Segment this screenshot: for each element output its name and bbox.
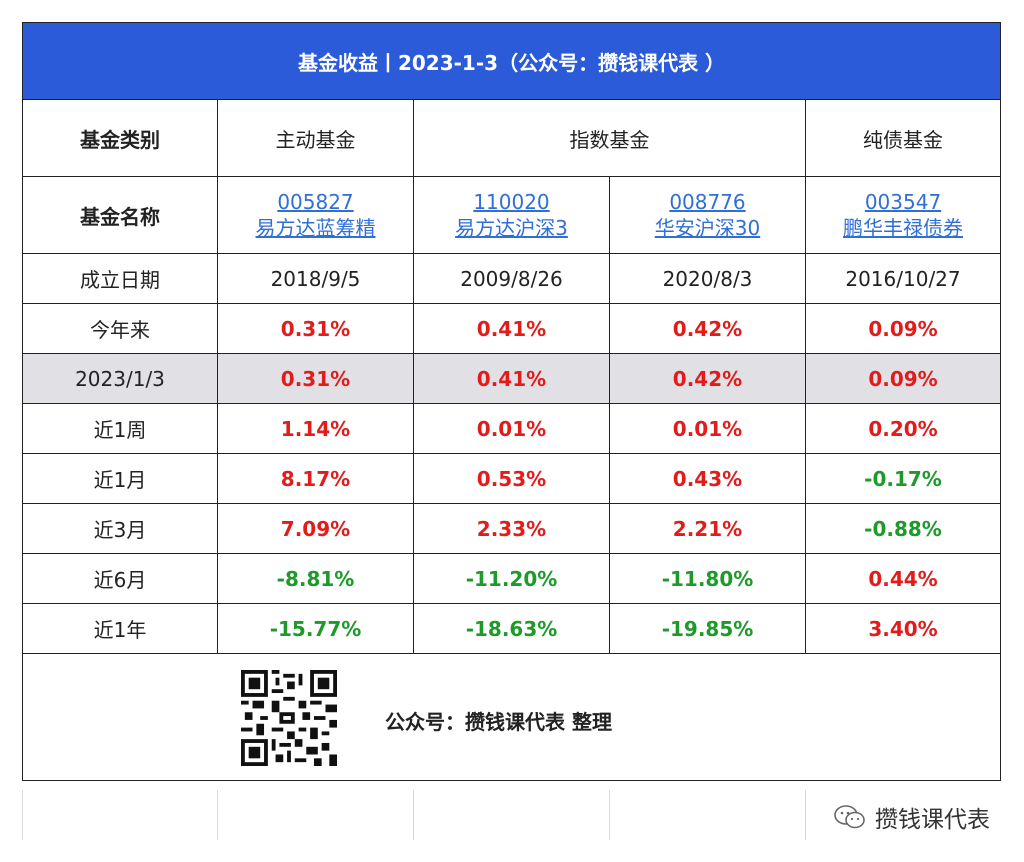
return-cell: 8.17% [217, 453, 414, 504]
return-cell: -18.63% [413, 603, 610, 654]
return-cell: 1.14% [217, 403, 414, 454]
data-rows: 成立日期 2018/9/5 2009/8/26 2020/8/3 2016/10/27 今… [22, 253, 1002, 654]
return-cell: 2018/9/5 [217, 253, 414, 304]
fund-name-label: 基金名称 [22, 176, 218, 254]
group-bond-funds: 纯债基金 [804, 99, 1002, 177]
row-label: 今年来 [22, 303, 218, 354]
return-cell: 0.31% [217, 303, 414, 354]
return-cell: 7.09% [217, 503, 414, 554]
fund-name[interactable]: 易方达沪深3 [455, 216, 568, 240]
row-label: 近3月 [22, 503, 218, 554]
table-row: 近3月 7.09% 2.33% 2.21% -0.88% [22, 503, 1002, 554]
return-cell: 0.44% [804, 553, 1002, 604]
return-cell: 2016/10/27 [804, 253, 1002, 304]
return-cell: 0.09% [804, 353, 1002, 404]
table-row: 成立日期 2018/9/5 2009/8/26 2020/8/3 2016/10/27 [22, 253, 1002, 304]
fund-link-2[interactable]: 110020 易方达沪深3 [413, 176, 610, 254]
row-label: 成立日期 [22, 253, 218, 304]
footer-text: 公众号：攒钱课代表 整理 [385, 710, 612, 734]
return-cell: 3.40% [804, 603, 1002, 654]
return-cell: 0.53% [413, 453, 610, 504]
fund-code[interactable]: 008776 [669, 190, 746, 214]
fund-link-3[interactable]: 008776 华安沪深30 [609, 176, 806, 254]
return-cell: 0.01% [609, 403, 806, 454]
table-row: 2023/1/3 0.31% 0.41% 0.42% 0.09% [22, 353, 1002, 404]
return-cell: 0.43% [609, 453, 806, 504]
return-cell: 0.41% [413, 303, 610, 354]
return-cell: -8.81% [217, 553, 414, 604]
return-cell: 2.21% [609, 503, 806, 554]
return-cell: -11.80% [609, 553, 806, 604]
row-label: 2023/1/3 [22, 353, 218, 404]
fund-code[interactable]: 110020 [473, 190, 550, 214]
row-label: 近1周 [22, 403, 218, 454]
return-cell: -11.20% [413, 553, 610, 604]
row-label: 近6月 [22, 553, 218, 604]
empty-table-row [22, 790, 1000, 840]
return-cell: 0.31% [217, 353, 414, 404]
fund-returns-card: 基金收益丨2023-1-3（公众号：攒钱课代表 ） 基金类别 主动基金 指数基金… [21, 22, 1002, 781]
table-row: 近6月 -8.81% -11.20% -11.80% 0.44% [22, 553, 1002, 604]
return-cell: -19.85% [609, 603, 806, 654]
table-row: 近1月 8.17% 0.53% 0.43% -0.17% [22, 453, 1002, 504]
fund-name[interactable]: 华安沪深30 [654, 216, 761, 240]
return-cell: 0.42% [609, 303, 806, 354]
return-cell: 2020/8/3 [609, 253, 806, 304]
return-cell: 2.33% [413, 503, 610, 554]
row-label: 近1月 [22, 453, 218, 504]
return-cell: 0.42% [609, 353, 806, 404]
table-row: 近1年 -15.77% -18.63% -19.85% 3.40% [22, 603, 1002, 654]
fund-returns-table: 基金收益丨2023-1-3（公众号：攒钱课代表 ） 基金类别 主动基金 指数基金… [21, 22, 1002, 781]
wechat-icon [834, 805, 865, 829]
category-label: 基金类别 [22, 99, 218, 177]
wechat-badge: 攒钱课代表 [833, 800, 990, 834]
row-label: 近1年 [22, 603, 218, 654]
table-row: 近1周 1.14% 0.01% 0.01% 0.20% [22, 403, 1002, 454]
table-title: 基金收益丨2023-1-3（公众号：攒钱课代表 ） [21, 22, 1002, 100]
return-cell: -15.77% [217, 603, 414, 654]
group-active-funds: 主动基金 [217, 99, 414, 177]
fund-code[interactable]: 003547 [864, 190, 942, 214]
return-cell: 0.09% [804, 303, 1002, 354]
fund-link-4[interactable]: 003547 鹏华丰禄债券 [804, 176, 1002, 254]
return-cell: 0.01% [413, 403, 610, 454]
fund-name[interactable]: 鹏华丰禄债券 [843, 216, 963, 240]
return-cell: -0.17% [804, 453, 1002, 504]
table-row: 今年来 0.31% 0.41% 0.42% 0.09% [22, 303, 1002, 354]
return-cell: 0.41% [413, 353, 610, 404]
group-index-funds: 指数基金 [413, 99, 806, 177]
return-cell: 0.20% [804, 403, 1002, 454]
return-cell: -0.88% [804, 503, 1002, 554]
fund-name[interactable]: 易方达蓝筹精 [255, 216, 376, 240]
fund-code[interactable]: 005827 [277, 190, 354, 214]
return-cell: 2009/8/26 [413, 253, 610, 304]
fund-link-1[interactable]: 005827 易方达蓝筹精 [217, 176, 414, 254]
wechat-account-name: 攒钱课代表 [875, 807, 990, 833]
qr-code-icon [241, 670, 337, 766]
footer: 公众号：攒钱课代表 整理 [21, 653, 1002, 781]
